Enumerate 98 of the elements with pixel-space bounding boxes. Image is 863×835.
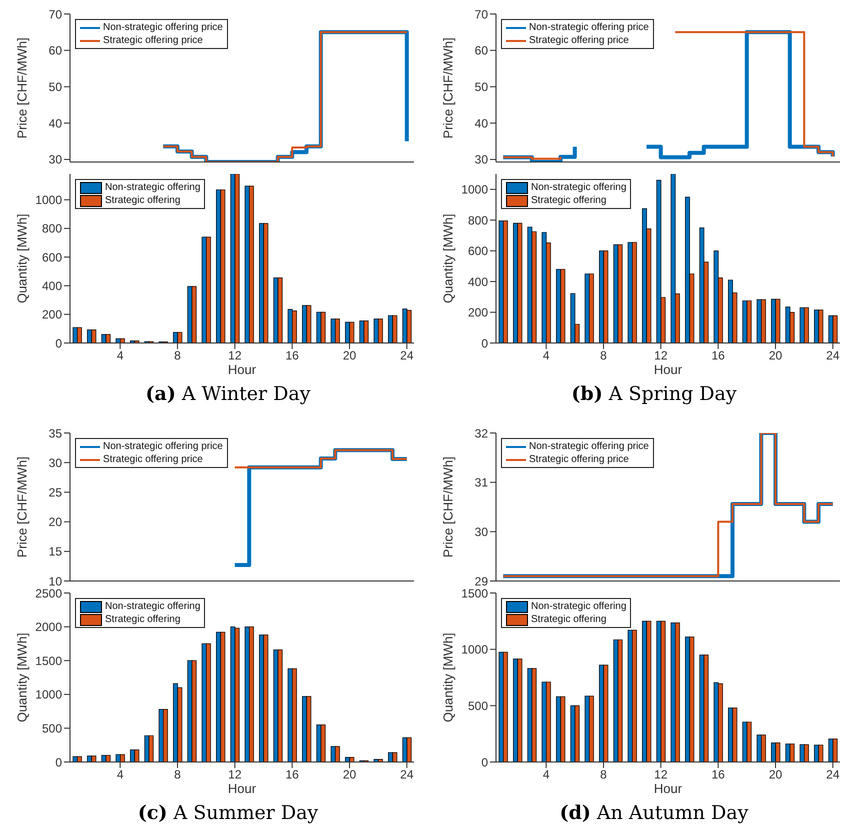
y-tick-label: 32	[474, 426, 488, 440]
legend-label: Non-strategic offering	[105, 601, 200, 612]
legend-label: Strategic offering	[105, 195, 180, 206]
legend-label: Non-strategic offering	[531, 601, 626, 612]
x-tick-label: 24	[826, 768, 840, 782]
legend-label: Non-strategic offering price	[529, 441, 649, 452]
text: (a) A Winter Day	[144, 383, 312, 407]
y-tick-label: 1500	[461, 586, 488, 600]
y-tick-label: 600	[42, 250, 62, 264]
y-axis-title: Quantity [MWh]	[14, 632, 30, 722]
x-tick-label: 12	[228, 768, 242, 782]
y-tick-label: 200	[468, 306, 488, 320]
x-tick-label: 24	[826, 348, 840, 363]
x-tick-label: 8	[174, 348, 182, 363]
text: (b) A Spring Day	[570, 383, 738, 407]
y-tick-label: 40	[474, 116, 488, 130]
x-tick-label: 16	[711, 348, 726, 363]
legend-label: Non-strategic offering price	[103, 22, 223, 33]
legend-label: Non-strategic offering price	[529, 22, 649, 33]
x-axis-title: Hour	[228, 781, 257, 796]
y-tick-label: 0	[481, 755, 488, 770]
y-tick-label: 35	[48, 426, 62, 440]
y-tick-label: 50	[48, 80, 62, 94]
y-tick-label: 30	[48, 152, 62, 167]
legend-label: Strategic offering price	[103, 454, 203, 466]
y-tick-label: 40	[48, 116, 62, 130]
x-tick-label: 8	[600, 348, 608, 363]
y-tick-label: 500	[42, 721, 62, 736]
x-tick-label: 4	[542, 768, 550, 782]
x-tick-label: 4	[542, 348, 550, 363]
x-axis-title: Hour	[654, 781, 683, 796]
y-axis-title: Price [CHF/MWh]	[14, 456, 30, 558]
y-tick-label: 30	[474, 152, 488, 167]
y-tick-label: 400	[468, 274, 488, 289]
x-tick-label: 8	[174, 768, 182, 782]
y-tick-label: 31	[474, 476, 488, 490]
x-tick-label: 16	[711, 768, 726, 782]
y-tick-label: 1000	[35, 688, 62, 702]
y-tick-label: 1000	[35, 193, 62, 208]
y-tick-label: 30	[48, 456, 62, 470]
y-axis-title: Price [CHF/MWh]	[440, 37, 456, 139]
x-tick-label: 12	[228, 348, 242, 363]
x-axis-title: Hour	[228, 362, 257, 378]
x-tick-label: 8	[600, 768, 608, 782]
legend-label: Strategic offering price	[529, 35, 629, 46]
y-tick-label: 1000	[461, 642, 488, 657]
x-tick-label: 12	[654, 768, 668, 782]
text: (c) A Summer Day	[136, 802, 320, 826]
y-tick-label: 2500	[35, 586, 62, 600]
x-tick-label: 16	[285, 768, 300, 782]
y-tick-label: 10	[48, 574, 62, 588]
x-tick-label: 4	[116, 348, 124, 363]
x-tick-label: 20	[342, 348, 356, 363]
y-tick-label: 20	[48, 515, 62, 530]
y-tick-label: 200	[42, 308, 62, 322]
legend-label: Strategic offering	[531, 195, 606, 206]
x-tick-label: 12	[654, 348, 668, 363]
x-tick-label: 24	[400, 768, 414, 782]
x-axis-title: Hour	[654, 362, 683, 378]
legend-label: Non-strategic offering	[531, 182, 626, 193]
y-tick-label: 60	[474, 44, 488, 58]
y-tick-label: 50	[474, 80, 488, 94]
y-tick-label: 70	[48, 7, 62, 22]
y-tick-label: 500	[468, 698, 488, 713]
legend-label: Strategic offering	[105, 614, 180, 626]
y-tick-label: 1500	[35, 654, 62, 668]
y-tick-label: 29	[474, 574, 488, 588]
legend-label: Non-strategic offering	[105, 182, 200, 193]
y-axis-title: Quantity [MWh]	[440, 632, 456, 722]
legend-label: Strategic offering	[531, 614, 606, 626]
y-tick-label: 30	[474, 524, 488, 539]
x-tick-label: 4	[116, 768, 124, 782]
y-tick-label: 400	[42, 278, 62, 293]
y-tick-label: 25	[48, 485, 62, 500]
x-tick-label: 24	[400, 348, 414, 363]
x-tick-label: 16	[285, 348, 300, 363]
legend-label: Strategic offering price	[529, 454, 629, 466]
y-tick-label: 0	[55, 755, 62, 770]
legend-label: Strategic offering price	[103, 35, 203, 46]
y-tick-label: 70	[474, 7, 488, 22]
y-axis-title: Quantity [MWh]	[440, 214, 456, 304]
legend-label: Non-strategic offering price	[103, 441, 223, 452]
y-axis-title: Quantity [MWh]	[14, 214, 30, 304]
y-tick-label: 0	[55, 336, 62, 350]
y-tick-label: 800	[42, 222, 62, 236]
y-tick-label: 1000	[461, 182, 488, 197]
y-tick-label: 600	[468, 244, 488, 258]
y-tick-label: 60	[48, 44, 62, 58]
y-tick-label: 2000	[35, 620, 62, 634]
x-tick-label: 20	[768, 768, 782, 782]
y-tick-label: 800	[468, 213, 488, 228]
x-tick-label: 20	[342, 768, 356, 782]
y-tick-label: 0	[481, 336, 488, 350]
y-axis-title: Price [CHF/MWh]	[14, 37, 30, 139]
y-tick-label: 15	[48, 544, 62, 559]
text: (d) An Autumn Day	[558, 802, 750, 826]
x-tick-label: 20	[768, 348, 782, 363]
y-axis-title: Price [CHF/MWh]	[440, 456, 456, 558]
